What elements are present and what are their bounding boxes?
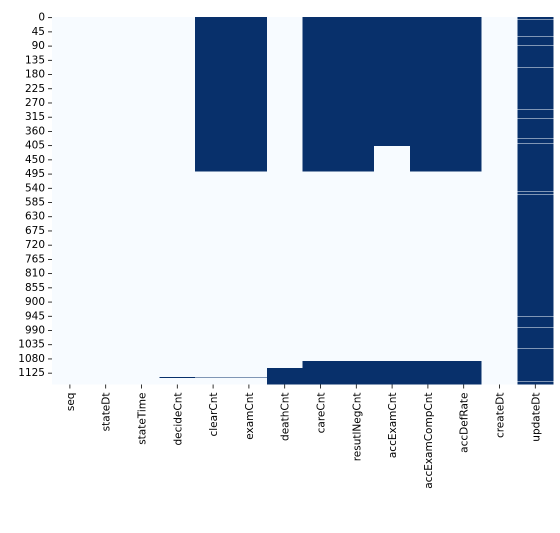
y-tick-label: 810	[25, 268, 45, 280]
x-tick-label-accDefRate: accDefRate	[459, 393, 471, 453]
x-tick-label-accExamCnt: accExamCnt	[387, 393, 399, 459]
missing-block-decideCnt-0	[159, 376, 196, 378]
y-tick-label: 225	[25, 83, 45, 95]
y-tick-label: 270	[25, 97, 45, 109]
y-tick-label: 450	[25, 154, 45, 166]
column-background-seq	[52, 17, 89, 385]
column-background-decideCnt	[159, 17, 196, 385]
y-axis-ticks: 0 45 90 135 180 225 270 315 360 405 450 495 540 585 63…	[18, 12, 52, 379]
y-tick-label: 900	[25, 296, 45, 308]
x-tick-label-deathCnt: deathCnt	[280, 393, 292, 441]
y-tick-label: 135	[25, 54, 45, 66]
missing-block-accExamCnt-1	[374, 360, 411, 385]
column-background-createDt	[481, 17, 518, 385]
x-tick-label-decideCnt: decideCnt	[172, 393, 184, 446]
y-tick-label: 585	[25, 197, 45, 209]
x-axis-ticks: seq stateDt stateTime decideCnt clearCnt exam…	[65, 384, 542, 489]
y-tick-label: 1125	[18, 367, 45, 379]
x-tick-label-resutlNegCnt: resutlNegCnt	[351, 393, 363, 462]
missing-block-careCnt-1	[302, 360, 339, 385]
heatmap-cells	[52, 17, 554, 385]
missing-block-resutlNegCnt-0	[338, 17, 375, 172]
y-tick-label: 45	[32, 26, 45, 38]
y-tick-label: 765	[25, 253, 45, 265]
y-tick-label: 675	[25, 225, 45, 237]
missing-block-resutlNegCnt-1	[338, 360, 375, 385]
y-tick-label: 90	[32, 40, 45, 52]
y-tick-label: 540	[25, 182, 45, 194]
y-tick-label: 405	[25, 140, 45, 152]
y-tick-label: 180	[25, 69, 45, 81]
x-tick-label-seq: seq	[65, 393, 77, 412]
column-background-stateDt	[87, 17, 124, 385]
y-tick-label: 855	[25, 282, 45, 294]
missing-block-examCnt-0	[231, 17, 268, 172]
missing-block-accDefRate-1	[445, 360, 482, 385]
y-tick-label: 1080	[18, 353, 45, 365]
missing-block-accDefRate-0	[445, 17, 482, 172]
missing-block-careCnt-0	[302, 17, 339, 172]
missing-block-accExamCnt-0	[374, 17, 411, 147]
y-tick-label: 945	[25, 310, 45, 322]
x-tick-label-createDt: createDt	[495, 393, 507, 439]
column-background-deathCnt	[266, 17, 303, 385]
y-tick-label: 315	[25, 111, 45, 123]
column-background-stateTime	[123, 17, 160, 385]
y-tick-label: 495	[25, 168, 45, 180]
missing-block-clearCnt-1	[195, 377, 232, 379]
missing-block-examCnt-1	[231, 377, 268, 379]
present-gap-updateDt-22	[517, 381, 554, 382]
y-tick-label: 630	[25, 211, 45, 223]
missing-block-accExamCompCnt-0	[410, 17, 447, 172]
y-tick-label: 720	[25, 239, 45, 251]
missing-block-updateDt-0	[517, 17, 554, 385]
missing-block-deathCnt-0	[266, 368, 303, 385]
y-tick-label: 990	[25, 324, 45, 336]
missing-block-accExamCompCnt-1	[410, 360, 447, 385]
missing-block-clearCnt-0	[195, 17, 232, 172]
x-tick-label-careCnt: careCnt	[316, 393, 328, 434]
y-tick-label: 360	[25, 125, 45, 137]
x-tick-label-stateDt: stateDt	[101, 393, 113, 432]
present-gap-accExamCnt-0	[374, 146, 411, 172]
x-tick-label-stateTime: stateTime	[137, 393, 149, 445]
y-tick-label: 0	[38, 12, 45, 24]
x-tick-label-examCnt: examCnt	[244, 393, 256, 440]
y-tick-label: 1035	[18, 339, 45, 351]
x-tick-label-updateDt: updateDt	[530, 393, 542, 442]
x-tick-label-accExamCompCnt: accExamCompCnt	[423, 393, 435, 489]
x-tick-label-clearCnt: clearCnt	[208, 393, 220, 437]
